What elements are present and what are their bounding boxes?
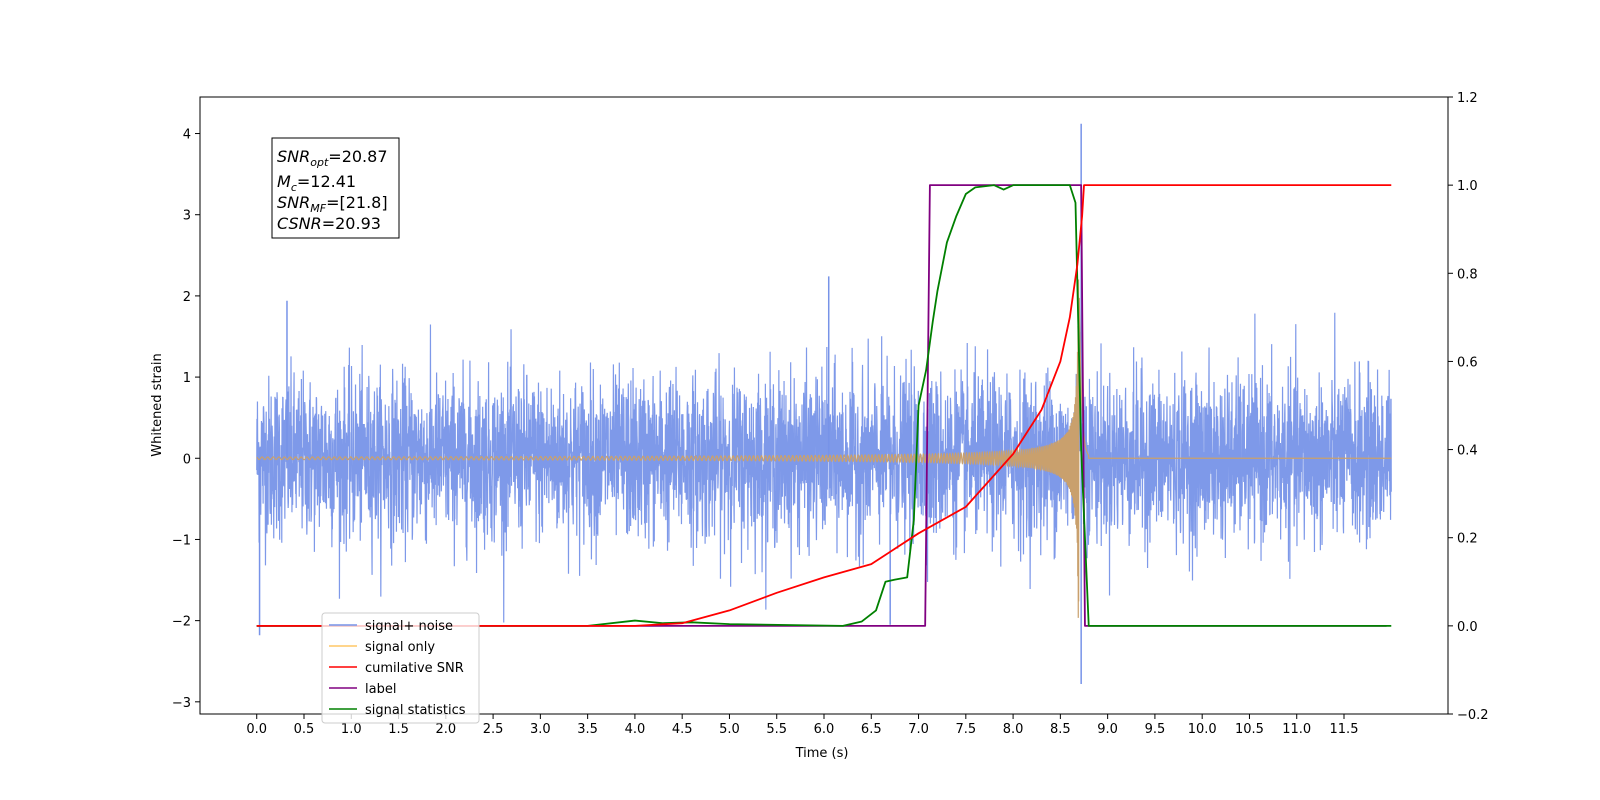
- x-tick-label: 1.5: [388, 722, 409, 737]
- series-signal-only-line: [256, 279, 1392, 618]
- y-tick-label: −1: [172, 533, 191, 548]
- y-tick-label: 2: [183, 290, 191, 305]
- right-tick-label: 0.2: [1457, 532, 1478, 547]
- x-tick-label: 8.5: [1050, 722, 1071, 737]
- ann-l1-main: SNR: [277, 147, 310, 166]
- annotation-chirp-mass: Mc=12.41: [277, 172, 356, 194]
- right-tick-label: 0.4: [1457, 444, 1478, 459]
- x-tick-label: 11.0: [1282, 722, 1311, 737]
- y-axis-ticks: −3 −2 −1 0 1 2 3 4: [172, 128, 200, 711]
- ann-l1-sub: opt: [310, 156, 329, 169]
- x-tick-label: 8.0: [1003, 722, 1024, 737]
- x-tick-label: 5.0: [719, 722, 740, 737]
- x-tick-label: 0.5: [294, 722, 315, 737]
- ann-l4-rest: =20.93: [322, 214, 381, 233]
- x-tick-label: 2.5: [483, 722, 504, 737]
- y-axis-label: Whitened strain: [150, 353, 165, 456]
- series-cumulative-snr-line: [256, 184, 1392, 627]
- legend-label-cumulative-snr: cumilative SNR: [365, 661, 464, 676]
- x-tick-label: 5.5: [766, 722, 787, 737]
- right-tick-label: 0.0: [1457, 620, 1478, 635]
- x-tick-label: 9.5: [1145, 722, 1166, 737]
- legend-label-signal-noise: signal+ noise: [365, 619, 453, 634]
- x-tick-label: 4.0: [625, 722, 646, 737]
- y-tick-label: 3: [183, 209, 191, 224]
- x-tick-label: 0.0: [246, 722, 267, 737]
- x-tick-label: 9.0: [1097, 722, 1118, 737]
- x-tick-label: 1.0: [341, 722, 362, 737]
- annotation-csnr: CSNR=20.93: [277, 214, 381, 233]
- ann-l2-sub: c: [291, 181, 297, 194]
- legend-label-signal-only: signal only: [365, 640, 435, 655]
- ann-l2-main: M: [277, 172, 291, 191]
- y-tick-label: 1: [183, 371, 191, 386]
- ann-l3-main: SNR: [277, 193, 310, 212]
- x-tick-label: 7.0: [908, 722, 929, 737]
- right-tick-label: 0.8: [1457, 267, 1478, 282]
- y-tick-label: −2: [172, 615, 191, 630]
- x-tick-label: 3.0: [530, 722, 551, 737]
- right-tick-label: 1.2: [1457, 91, 1478, 106]
- ann-l3-rest: =[21.8]: [326, 193, 388, 212]
- x-tick-label: 10.0: [1188, 722, 1217, 737]
- ann-l2-rest: =12.41: [297, 172, 356, 191]
- x-tick-label: 6.0: [814, 722, 835, 737]
- right-tick-label: 1.0: [1457, 179, 1478, 194]
- ann-l4-main: CSNR: [277, 214, 322, 233]
- annotation-snr-opt: SNRopt=20.87: [277, 147, 388, 169]
- x-axis-ticks: 0.0 0.5 1.0 1.5 2.0 2.5 3.0 3.5 4.0 4.5 5.0 5.5 6.0 6…: [246, 714, 1358, 737]
- right-axis-ticks: −0.2 0.0 0.2 0.4 0.6 0.8 1.0 1.2: [1448, 91, 1489, 723]
- legend-label-label: label: [365, 682, 396, 697]
- ann-l3-sub: MF: [310, 202, 326, 215]
- x-tick-label: 7.5: [955, 722, 976, 737]
- x-tick-label: 3.5: [577, 722, 598, 737]
- series-signal-noise-line: [256, 312, 1392, 623]
- stats-annotation-box: SNRopt=20.87 Mc=12.41 SNRMF=[21.8] CSNR=…: [271, 137, 400, 239]
- x-axis-label: Time (s): [795, 746, 849, 761]
- right-tick-label: 0.6: [1457, 355, 1478, 370]
- legend-label-signal-statistics: signal statistics: [365, 703, 466, 718]
- x-tick-label: 10.5: [1235, 722, 1264, 737]
- x-tick-label: 6.5: [861, 722, 882, 737]
- ann-l1-rest: =20.87: [328, 147, 387, 166]
- legend-frame: [321, 612, 480, 724]
- y-tick-label: 0: [183, 452, 191, 467]
- right-tick-label: −0.2: [1457, 708, 1489, 723]
- x-tick-label: 2.0: [435, 722, 456, 737]
- annotation-frame: [271, 137, 400, 239]
- y-tick-label: −3: [172, 696, 191, 711]
- x-tick-label: 11.5: [1330, 722, 1359, 737]
- annotation-snr-mf: SNRMF=[21.8]: [277, 193, 388, 215]
- x-tick-label: 4.5: [672, 722, 693, 737]
- legend: signal+ noise signal only cumilative SNR…: [321, 612, 480, 724]
- y-tick-label: 4: [183, 128, 191, 143]
- series-signal-statistics-line: [256, 184, 1392, 627]
- plot-data-layer: [256, 123, 1392, 684]
